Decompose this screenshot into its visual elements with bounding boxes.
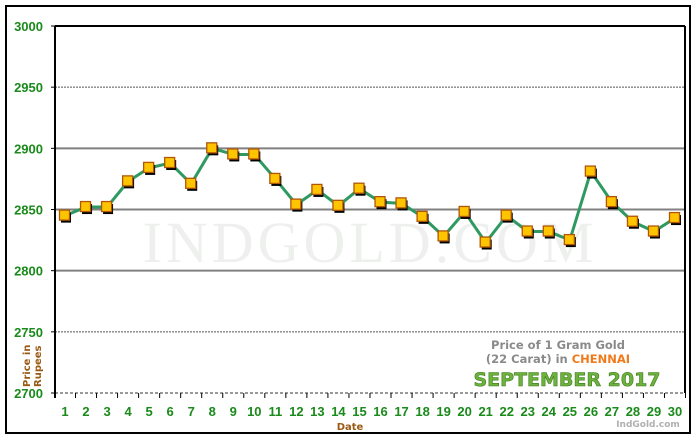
x-tick-label: 4	[124, 404, 132, 419]
x-tick-label: 8	[209, 404, 216, 419]
x-tick-label: 7	[188, 404, 195, 419]
x-tick-label: 17	[394, 404, 408, 419]
data-point-marker	[563, 233, 575, 246]
x-axis-ticks: 1 2 3 4 5 6 7 8 9 10 11 12 13 14 15 16 17 18 19 20 21 22 23 24 2…	[61, 393, 686, 419]
axes	[54, 25, 686, 398]
watermark: INDGOLD.COM	[143, 210, 598, 275]
x-tick-label: 9	[230, 404, 237, 419]
x-tick-label: 25	[563, 404, 577, 419]
legend-carat: (22 Carat) in	[486, 352, 572, 366]
x-tick-label: 3	[103, 404, 110, 419]
x-tick-label: 23	[521, 404, 535, 419]
x-tick-label: 14	[331, 404, 346, 419]
data-point-marker	[227, 148, 239, 160]
x-tick-label: 28	[626, 404, 640, 419]
data-point-marker	[269, 172, 281, 185]
data-point-marker	[374, 196, 386, 208]
price-series	[58, 142, 681, 250]
x-tick-label: 1	[61, 404, 68, 419]
data-point-marker	[584, 165, 597, 177]
x-tick-label: 15	[352, 404, 366, 419]
site-credit: IndGold.com	[616, 420, 680, 430]
y-tick-label: 2950	[14, 80, 43, 95]
data-point-marker	[479, 236, 491, 248]
y-tick-label: 2900	[14, 141, 43, 156]
data-point-marker	[100, 200, 113, 213]
watermark-text: INDGOLD.COM	[143, 210, 598, 275]
data-point-marker	[458, 205, 470, 218]
x-tick-label: 21	[478, 404, 492, 419]
x-tick-label: 30	[668, 404, 682, 419]
data-point-marker	[395, 197, 407, 209]
x-tick-label: 24	[542, 404, 557, 419]
legend-subtitle: (22 Carat) in CHENNAI	[486, 352, 630, 366]
data-point-marker	[437, 230, 449, 242]
data-point-marker	[290, 198, 302, 210]
data-point-marker	[647, 225, 660, 237]
data-point-marker	[668, 211, 681, 224]
y-tick-label: 2850	[14, 203, 43, 218]
x-tick-label: 10	[247, 404, 261, 419]
x-tick-label: 6	[167, 404, 174, 419]
data-point-marker	[248, 148, 260, 160]
data-point-marker	[164, 156, 176, 169]
x-tick-label: 12	[289, 404, 303, 419]
data-point-marker	[58, 209, 71, 221]
y-axis-title-line1: Price in	[22, 345, 33, 387]
y-tick-label: 2750	[14, 325, 43, 340]
y-axis-title-line2: Rupees	[33, 345, 44, 387]
data-point-marker	[79, 200, 92, 213]
x-tick-label: 5	[146, 404, 153, 419]
data-point-marker	[142, 161, 155, 174]
x-tick-label: 13	[310, 404, 324, 419]
y-tick-label: 3000	[14, 19, 43, 34]
data-point-marker	[626, 215, 639, 227]
x-tick-label: 19	[436, 404, 450, 419]
x-axis-title: Date	[337, 422, 364, 433]
data-point-marker	[121, 175, 134, 187]
data-point-marker	[353, 182, 365, 194]
legend-box: Price of 1 Gram Gold (22 Carat) in CHENN…	[473, 338, 661, 391]
legend-title: Price of 1 Gram Gold	[491, 338, 625, 352]
x-tick-label: 22	[499, 404, 513, 419]
x-tick-label: 2	[82, 404, 89, 419]
y-axis-ticks: 2700 2750 2800 2850 2900 2950 3000	[14, 19, 55, 401]
data-point-marker	[185, 177, 197, 189]
data-point-marker	[311, 183, 323, 196]
legend-city: CHENNAI	[572, 352, 630, 366]
x-tick-label: 11	[268, 404, 282, 419]
x-tick-label: 18	[415, 404, 429, 419]
y-tick-label: 2800	[14, 264, 43, 279]
legend-month: SEPTEMBER 2017	[473, 369, 660, 391]
data-point-marker	[206, 142, 218, 154]
data-point-marker	[500, 209, 512, 221]
data-point-marker	[542, 225, 554, 237]
data-point-marker	[332, 199, 344, 211]
x-tick-label: 27	[605, 404, 619, 419]
x-tick-label: 26	[584, 404, 598, 419]
data-point-marker	[605, 196, 618, 208]
x-tick-label: 29	[647, 404, 661, 419]
y-axis-title: Price in Rupees	[22, 345, 44, 387]
x-tick-label: 20	[457, 404, 471, 419]
y-tick-label: 2700	[14, 386, 43, 401]
data-point-marker	[521, 225, 533, 237]
data-point-marker	[416, 210, 428, 222]
x-tick-label: 16	[373, 404, 387, 419]
